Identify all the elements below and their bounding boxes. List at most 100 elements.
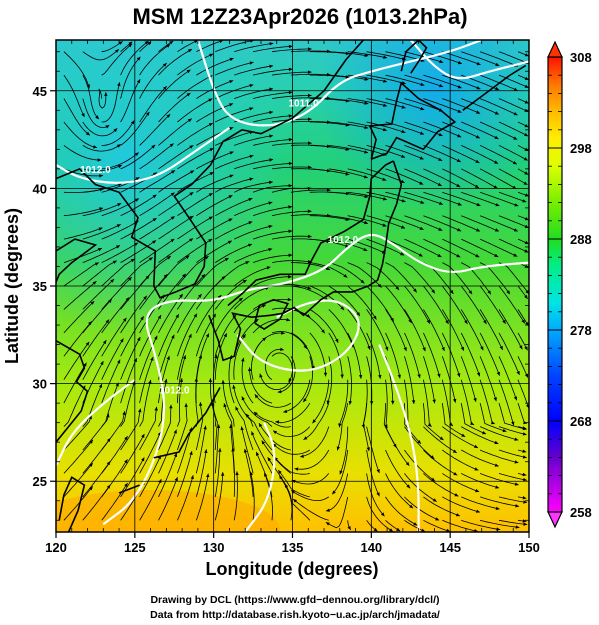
streamline-arrowhead bbox=[220, 472, 225, 476]
streamline bbox=[423, 51, 463, 65]
streamline-arrowhead bbox=[494, 111, 499, 115]
streamline bbox=[347, 285, 377, 320]
streamline-arrowhead bbox=[143, 295, 147, 300]
streamline bbox=[253, 139, 293, 146]
streamline-arrowhead bbox=[361, 424, 365, 429]
streamline-arrowhead bbox=[420, 106, 425, 111]
streamline bbox=[271, 235, 312, 240]
streamline bbox=[498, 168, 528, 186]
streamline bbox=[347, 238, 386, 254]
streamline bbox=[347, 215, 387, 227]
streamline bbox=[366, 332, 381, 379]
streamline-arrowhead bbox=[256, 451, 260, 456]
streamline-arrowhead bbox=[224, 258, 229, 262]
streamline-arrowhead bbox=[89, 463, 93, 467]
streamline bbox=[339, 426, 349, 475]
streamline bbox=[252, 332, 285, 357]
streamline-arrowhead bbox=[254, 394, 259, 399]
streamline bbox=[158, 476, 178, 521]
streamline-arrowhead bbox=[170, 216, 175, 220]
streamline-arrowhead bbox=[363, 175, 368, 179]
streamline bbox=[215, 197, 253, 217]
streamline bbox=[290, 73, 331, 76]
streamline-arrowhead bbox=[147, 41, 152, 46]
streamline-arrowhead bbox=[92, 281, 97, 285]
streamline-arrowhead bbox=[166, 114, 171, 118]
streamline-arrowhead bbox=[461, 433, 466, 437]
streamline bbox=[498, 449, 527, 459]
streamline bbox=[366, 74, 406, 85]
streamline bbox=[498, 191, 527, 203]
streamline bbox=[250, 471, 255, 521]
streamline bbox=[404, 309, 426, 352]
streamline-arrowhead bbox=[321, 329, 325, 334]
streamline-arrowhead bbox=[475, 488, 480, 493]
streamline-arrowhead bbox=[364, 77, 369, 81]
streamline bbox=[101, 242, 139, 263]
streamline-arrowhead bbox=[524, 193, 529, 197]
streamline-arrowhead bbox=[204, 256, 209, 260]
streamline bbox=[290, 214, 331, 217]
streamline-arrowhead bbox=[94, 262, 99, 266]
streamline-arrowhead bbox=[457, 60, 462, 65]
streamline-arrowhead bbox=[430, 455, 435, 459]
streamline-arrowhead bbox=[104, 92, 108, 96]
streamline-arrowhead bbox=[464, 320, 468, 325]
streamline bbox=[120, 78, 141, 123]
streamline bbox=[101, 43, 133, 76]
streamline bbox=[101, 258, 135, 287]
streamline bbox=[177, 192, 213, 217]
streamline bbox=[139, 274, 168, 310]
streamline bbox=[423, 403, 444, 441]
streamline-arrowhead bbox=[283, 409, 288, 413]
streamline-arrowhead bbox=[523, 181, 528, 185]
streamline bbox=[302, 356, 314, 403]
streamline bbox=[271, 95, 312, 99]
streamline-arrowhead bbox=[513, 136, 518, 140]
streamline-arrowhead bbox=[384, 424, 388, 429]
streamline-arrowhead bbox=[93, 145, 97, 149]
streamline-arrowhead bbox=[154, 335, 158, 340]
streamline-arrowhead bbox=[308, 93, 312, 98]
streamline bbox=[101, 411, 126, 451]
streamline bbox=[423, 285, 449, 325]
streamline bbox=[158, 355, 170, 404]
streamline bbox=[442, 74, 481, 90]
streamline-arrowhead bbox=[249, 61, 254, 65]
streamline-arrowhead bbox=[335, 338, 339, 343]
streamline-arrowhead bbox=[474, 444, 478, 448]
streamline-arrowhead bbox=[437, 373, 441, 378]
streamline bbox=[234, 159, 274, 170]
streamline bbox=[309, 309, 339, 343]
streamline-arrowhead bbox=[385, 346, 389, 351]
streamline bbox=[82, 413, 110, 451]
streamline-arrowhead bbox=[420, 200, 425, 204]
streamline bbox=[442, 238, 480, 258]
streamline-arrowhead bbox=[288, 137, 293, 142]
streamline-arrowhead bbox=[382, 177, 387, 181]
streamline bbox=[404, 145, 443, 162]
streamline bbox=[234, 111, 274, 123]
streamline bbox=[120, 194, 157, 217]
streamline bbox=[214, 297, 243, 334]
streamline bbox=[214, 261, 250, 287]
streamline bbox=[275, 402, 311, 424]
streamline bbox=[234, 42, 274, 53]
streamline-arrowhead bbox=[457, 85, 462, 89]
streamline bbox=[309, 238, 350, 248]
streamline-arrowhead bbox=[209, 148, 214, 152]
streamline-arrowhead bbox=[188, 333, 192, 338]
streamline-arrowhead bbox=[229, 174, 234, 178]
streamline bbox=[120, 111, 150, 146]
streamline-arrowhead bbox=[487, 290, 491, 295]
streamline-arrowhead bbox=[449, 290, 454, 294]
streamline-arrowhead bbox=[269, 42, 274, 46]
streamline bbox=[139, 62, 167, 99]
streamline bbox=[498, 121, 529, 137]
streamline-arrowhead bbox=[502, 319, 506, 324]
streamline-arrowhead bbox=[162, 63, 167, 67]
streamline-arrowhead bbox=[513, 253, 518, 257]
streamline-arrowhead bbox=[383, 103, 387, 107]
streamline bbox=[241, 357, 254, 404]
streamline-arrowhead bbox=[453, 472, 458, 476]
